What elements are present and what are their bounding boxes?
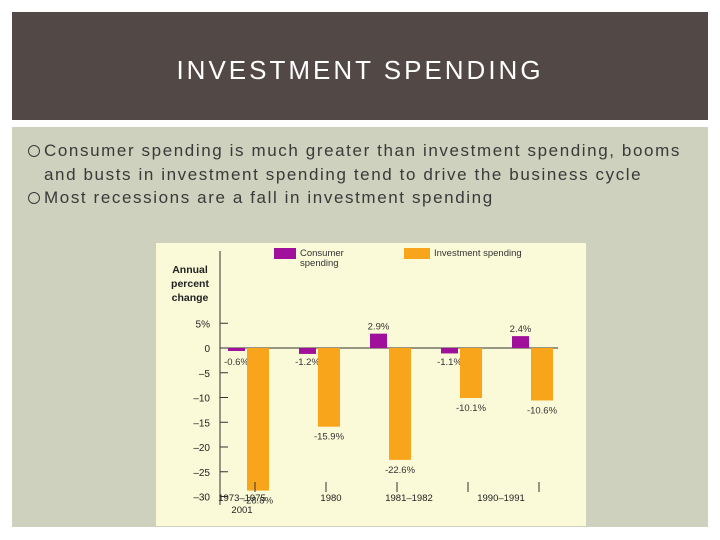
slide-title: INVESTMENT SPENDING (176, 55, 544, 85)
bullet-text: Consumer spending is much greater than i… (44, 141, 681, 184)
y-tick-label: 0 (204, 344, 210, 355)
investment-value-label: -10.6% (527, 405, 558, 416)
legend-swatch (274, 248, 296, 259)
y-tick-label: –10 (193, 394, 210, 405)
consumer-value-label: 2.9% (368, 322, 390, 333)
y-axis-label: percent (171, 278, 209, 290)
investment-value-label: -22.6% (385, 465, 416, 476)
legend-swatch (404, 248, 430, 259)
investment-bar (460, 348, 482, 398)
investment-bar (531, 348, 553, 401)
investment-bar (389, 348, 411, 460)
consumer-bar (441, 348, 458, 354)
x-category-label: 1973–1975 (218, 493, 266, 504)
x-category-label: 1990–1991 (477, 493, 525, 504)
legend-label: Consumer (300, 248, 344, 259)
consumer-bar (512, 336, 529, 348)
y-axis-label: Annual (172, 264, 208, 276)
bullet-circle-icon (28, 145, 40, 157)
legend-label: spending (300, 258, 339, 269)
bullet-item: Consumer spending is much greater than i… (26, 139, 696, 186)
consumer-value-label: -0.6% (224, 357, 249, 368)
consumer-value-label: -1.1% (437, 357, 462, 368)
bullet-text: Most recessions are a fall in investment… (44, 188, 494, 207)
y-tick-label: –5 (199, 369, 211, 380)
bullet-circle-icon (28, 192, 40, 204)
y-tick-label: –20 (193, 443, 210, 454)
investment-bar (247, 348, 269, 491)
x-category-label: 1981–1982 (385, 493, 433, 504)
investment-bar (318, 348, 340, 427)
y-tick-label: –30 (193, 493, 210, 504)
consumer-bar (299, 348, 316, 354)
y-tick-label: –15 (193, 418, 210, 429)
x-category-label: 2001 (231, 505, 252, 516)
y-tick-label: 5% (196, 319, 211, 330)
title-bar: INVESTMENT SPENDING (12, 12, 708, 120)
investment-value-label: -15.9% (314, 432, 345, 443)
y-axis-label: change (172, 292, 209, 304)
legend-label: Investment spending (434, 248, 522, 259)
consumer-value-label: 2.4% (510, 324, 532, 335)
x-category-label: 1980 (320, 493, 341, 504)
investment-value-label: -10.1% (456, 403, 487, 414)
consumer-value-label: -1.2% (295, 357, 320, 368)
bar-chart: Annual percent change 5% 0 –5 –10 –15 –20 –25 –30 C… (171, 248, 558, 516)
chart-panel: Annual percent change 5% 0 –5 –10 –15 –20 –25 –30 C… (156, 243, 586, 526)
consumer-bar (228, 348, 245, 351)
investment-value-label: -28.8% (243, 496, 274, 507)
y-tick-label: –25 (193, 468, 210, 479)
bullet-list: Consumer spending is much greater than i… (26, 139, 696, 210)
consumer-bar (370, 333, 387, 348)
bullet-item: Most recessions are a fall in investment… (26, 186, 696, 210)
